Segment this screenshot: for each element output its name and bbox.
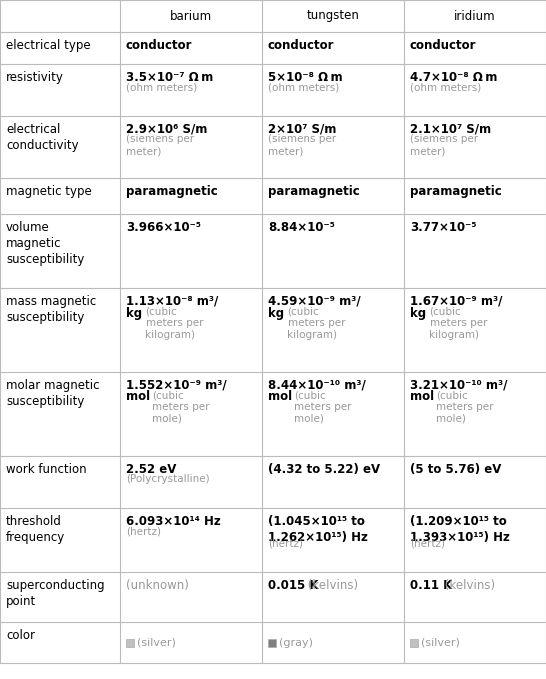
Text: 3.77×10⁻⁵: 3.77×10⁻⁵ [410,221,477,234]
Text: (1.045×10¹⁵ to
1.262×10¹⁵) Hz: (1.045×10¹⁵ to 1.262×10¹⁵) Hz [268,515,368,544]
Text: mass magnetic
susceptibility: mass magnetic susceptibility [6,295,96,324]
Text: 3.5×10⁻⁷ Ω m: 3.5×10⁻⁷ Ω m [126,71,213,84]
Text: 1.13×10⁻⁸ m³/: 1.13×10⁻⁸ m³/ [126,295,218,308]
Text: (cubic
meters per
mole): (cubic meters per mole) [436,390,494,424]
Text: conductor: conductor [410,39,477,52]
Text: (kelvins): (kelvins) [305,579,359,592]
Bar [126,638,134,646]
Text: 8.84×10⁻⁵: 8.84×10⁻⁵ [268,221,335,234]
Text: magnetic type: magnetic type [6,185,92,198]
Text: 4.7×10⁻⁸ Ω m: 4.7×10⁻⁸ Ω m [410,71,497,84]
Text: (ohm meters): (ohm meters) [126,83,197,92]
Text: color: color [6,629,35,642]
Text: conductor: conductor [268,39,335,52]
Text: electrical
conductivity: electrical conductivity [6,123,79,152]
Text: 3.21×10⁻¹⁰ m³/: 3.21×10⁻¹⁰ m³/ [410,379,507,392]
Text: kg: kg [410,306,430,320]
Text: paramagnetic: paramagnetic [268,185,360,198]
Text: (cubic
meters per
kilogram): (cubic meters per kilogram) [430,306,487,340]
Text: (siemens per
meter): (siemens per meter) [126,134,194,157]
Text: 6.093×10¹⁴ Hz: 6.093×10¹⁴ Hz [126,515,221,528]
Text: threshold
frequency: threshold frequency [6,515,66,544]
Text: 4.59×10⁻⁹ m³/: 4.59×10⁻⁹ m³/ [268,295,360,308]
Text: (silver): (silver) [137,638,176,648]
Text: mol: mol [126,390,155,403]
Text: 2.9×10⁶ S/m: 2.9×10⁶ S/m [126,123,207,136]
Text: superconducting
point: superconducting point [6,579,105,608]
Bar [268,638,276,646]
Text: (hertz): (hertz) [410,538,445,548]
Text: 3.966×10⁻⁵: 3.966×10⁻⁵ [126,221,201,234]
Text: (kelvins): (kelvins) [441,579,495,592]
Text: 1.552×10⁻⁹ m³/: 1.552×10⁻⁹ m³/ [126,379,227,392]
Text: mol: mol [410,390,438,403]
Text: (silver): (silver) [421,638,460,648]
Text: (4.32 to 5.22) eV: (4.32 to 5.22) eV [268,463,380,476]
Text: (Polycrystalline): (Polycrystalline) [126,475,210,485]
Text: (cubic
meters per
mole): (cubic meters per mole) [152,390,210,424]
Text: paramagnetic: paramagnetic [126,185,218,198]
Bar [410,638,418,646]
Text: iridium: iridium [454,10,496,22]
Text: (gray): (gray) [279,638,313,648]
Text: 8.44×10⁻¹⁰ m³/: 8.44×10⁻¹⁰ m³/ [268,379,366,392]
Text: molar magnetic
susceptibility: molar magnetic susceptibility [6,379,99,408]
Text: (hertz): (hertz) [268,538,303,548]
Text: (unknown): (unknown) [126,579,189,592]
Text: (cubic
meters per
kilogram): (cubic meters per kilogram) [288,306,345,340]
Text: (cubic
meters per
mole): (cubic meters per mole) [294,390,352,424]
Text: 1.67×10⁻⁹ m³/: 1.67×10⁻⁹ m³/ [410,295,502,308]
Text: 2.1×10⁷ S/m: 2.1×10⁷ S/m [410,123,491,136]
Text: (cubic
meters per
kilogram): (cubic meters per kilogram) [145,306,203,340]
Text: mol: mol [268,390,296,403]
Text: 5×10⁻⁸ Ω m: 5×10⁻⁸ Ω m [268,71,343,84]
Text: (ohm meters): (ohm meters) [410,83,481,92]
Text: work function: work function [6,463,87,476]
Text: tungsten: tungsten [306,10,359,22]
Text: 2.52 eV: 2.52 eV [126,463,176,476]
Text: 0.11 K: 0.11 K [410,579,452,592]
Text: kg: kg [126,306,146,320]
Text: (ohm meters): (ohm meters) [268,83,339,92]
Text: 0.015 K: 0.015 K [268,579,318,592]
Text: 2×10⁷ S/m: 2×10⁷ S/m [268,123,336,136]
Text: volume
magnetic
susceptibility: volume magnetic susceptibility [6,221,85,266]
Text: barium: barium [170,10,212,22]
Text: (siemens per
meter): (siemens per meter) [410,134,478,157]
Text: resistivity: resistivity [6,71,64,84]
Text: (1.209×10¹⁵ to
1.393×10¹⁵) Hz: (1.209×10¹⁵ to 1.393×10¹⁵) Hz [410,515,510,544]
Text: paramagnetic: paramagnetic [410,185,502,198]
Text: (hertz): (hertz) [126,526,161,536]
Text: kg: kg [268,306,288,320]
Text: (siemens per
meter): (siemens per meter) [268,134,336,157]
Text: (5 to 5.76) eV: (5 to 5.76) eV [410,463,501,476]
Text: conductor: conductor [126,39,193,52]
Text: electrical type: electrical type [6,39,91,52]
